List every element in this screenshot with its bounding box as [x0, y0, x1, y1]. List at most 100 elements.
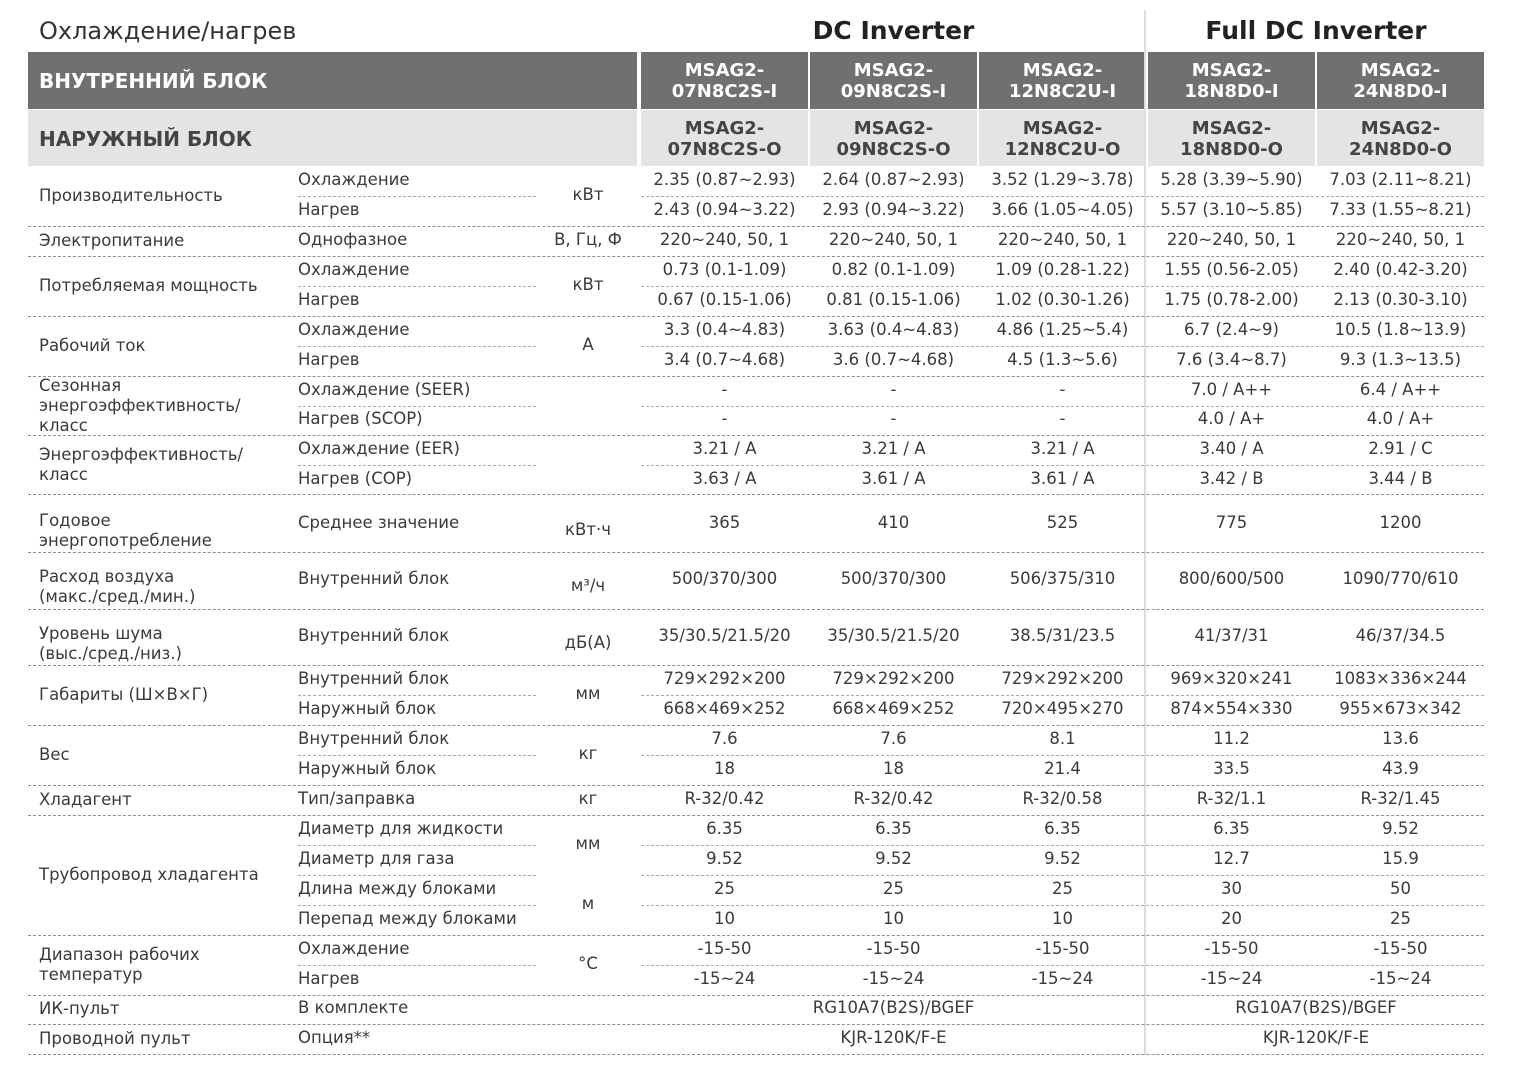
spec-value: 7.0 / A++ — [1190, 380, 1273, 399]
spec-value: R-32/1.45 — [1360, 789, 1441, 808]
row-separator — [641, 286, 1484, 287]
spec-value: 3.61 / A — [1030, 469, 1095, 488]
group-separator — [28, 435, 1484, 436]
spec-value: 30 — [1221, 879, 1242, 898]
spec-value: 3.6 (0.7~4.68) — [832, 350, 955, 369]
spec-value: 13.6 — [1382, 729, 1419, 748]
group-separator — [28, 725, 1484, 726]
spec-unit: кВт — [572, 185, 604, 204]
spec-value: 20 — [1221, 909, 1242, 928]
indoor-model-name: MSAG2- 07N8C2S-I — [671, 60, 778, 102]
spec-param: Нагрев — [298, 290, 360, 309]
spec-value: -15-50 — [866, 939, 921, 958]
spec-value: R-32/0.42 — [684, 789, 765, 808]
indoor-model-cell — [641, 52, 808, 109]
spec-value: 500/370/300 — [840, 569, 947, 588]
outdoor-model-cell — [979, 110, 1146, 166]
spec-param: Нагрев — [298, 200, 360, 219]
row-separator — [641, 965, 1484, 966]
spec-unit: м — [581, 894, 595, 913]
spec-value-span: KJR-120K/F-E — [840, 1028, 947, 1047]
spec-value: 2.64 (0.87~2.93) — [822, 170, 965, 189]
spec-value: 3.52 (1.29~3.78) — [991, 170, 1134, 189]
spec-value: 1.55 (0.56-2.05) — [1164, 260, 1299, 279]
spec-value: 3.21 / A — [692, 439, 757, 458]
row-separator — [641, 465, 1484, 466]
group-heading-full-dc-inverter: Full DC Inverter — [1205, 16, 1427, 45]
row-separator — [298, 875, 536, 876]
spec-value: - — [890, 380, 897, 399]
spec-value: 874×554×330 — [1170, 699, 1293, 718]
group-divider — [1144, 10, 1146, 1055]
spec-value: 7.6 (3.4~8.7) — [1176, 350, 1287, 369]
spec-value: 1.75 (0.78-2.00) — [1164, 290, 1299, 309]
spec-value: - — [721, 380, 728, 399]
spec-value: 33.5 — [1213, 759, 1250, 778]
spec-value: 21.4 — [1044, 759, 1081, 778]
spec-param: Диаметр для жидкости — [298, 819, 504, 838]
page-title: Охлаждение/нагрев — [39, 17, 297, 45]
spec-value: -15~24 — [693, 969, 756, 988]
spec-value: 10 — [883, 909, 904, 928]
outdoor-model-name: MSAG2- 24N8D0-O — [1349, 118, 1452, 160]
spec-unit: дБ(А) — [564, 632, 612, 652]
group-separator — [28, 995, 1484, 996]
spec-value: 1200 — [1379, 513, 1422, 532]
spec-group-label: Вес — [39, 745, 70, 764]
spec-param: Нагрев — [298, 969, 360, 988]
outdoor-unit-heading: НАРУЖНЫЙ БЛОК — [39, 127, 253, 151]
group-separator — [28, 316, 1484, 317]
spec-value: 4.0 / A+ — [1366, 409, 1435, 428]
spec-param: Внутренний блок — [298, 729, 450, 748]
spec-param: Наружный блок — [298, 699, 437, 718]
spec-value: 0.81 (0.15-1.06) — [826, 290, 961, 309]
spec-group-label: Производительность — [39, 186, 223, 205]
spec-group-label: ИК-пульт — [39, 999, 120, 1018]
spec-value: 4.5 (1.3~5.6) — [1007, 350, 1118, 369]
spec-value: 7.33 (1.55~8.21) — [1329, 200, 1472, 219]
row-separator — [298, 905, 536, 906]
group-separator — [28, 1054, 1484, 1055]
spec-value: 2.13 (0.30-3.10) — [1333, 290, 1468, 309]
spec-value: 9.3 (1.3~13.5) — [1339, 350, 1462, 369]
spec-value: R-32/0.58 — [1022, 789, 1103, 808]
indoor-model-name: MSAG2- 09N8C2S-I — [840, 60, 947, 102]
spec-value: -15~24 — [1031, 969, 1094, 988]
indoor-model-cell — [810, 52, 977, 109]
spec-value: 5.28 (3.39~5.90) — [1160, 170, 1303, 189]
row-separator — [641, 755, 1484, 756]
spec-value: 6.4 / A++ — [1359, 380, 1442, 399]
spec-value: 9.52 — [706, 849, 743, 868]
spec-value: 220~240, 50, 1 — [1335, 230, 1466, 249]
spec-unit: мм — [575, 684, 601, 703]
spec-value: 410 — [877, 513, 910, 532]
spec-value: 6.35 — [706, 819, 743, 838]
spec-value: R-32/0.42 — [853, 789, 934, 808]
outdoor-model-name: MSAG2- 12N8C2U-O — [1004, 118, 1121, 160]
spec-value: 0.73 (0.1-1.09) — [662, 260, 787, 279]
row-separator — [298, 286, 536, 287]
spec-value: 668×469×252 — [832, 699, 955, 718]
spec-value: 1.02 (0.30-1.26) — [995, 290, 1130, 309]
spec-value: 46/37/34.5 — [1355, 626, 1446, 645]
spec-group-label: Трубопровод хладагента — [39, 865, 259, 884]
spec-value: 6.35 — [1213, 819, 1250, 838]
spec-param: Охлаждение (EER) — [298, 439, 460, 458]
spec-value: 0.67 (0.15-1.06) — [657, 290, 792, 309]
row-separator — [641, 905, 1484, 906]
spec-value: 800/600/500 — [1178, 569, 1285, 588]
spec-value: 5.57 (3.10~5.85) — [1160, 200, 1303, 219]
spec-value: 3.4 (0.7~4.68) — [663, 350, 786, 369]
row-separator — [298, 465, 536, 466]
spec-param: Перепад между блоками — [298, 909, 517, 928]
spec-value: 25 — [1052, 879, 1073, 898]
spec-param: Длина между блоками — [298, 879, 497, 898]
spec-value-span: RG10A7(B2S)/BGEF — [812, 998, 975, 1017]
spec-param: В комплекте — [298, 998, 409, 1017]
spec-value: 10 — [714, 909, 735, 928]
spec-value: 43.9 — [1382, 759, 1419, 778]
spec-value: 3.21 / A — [861, 439, 926, 458]
spec-param: Внутренний блок — [298, 669, 450, 688]
spec-value: 969×320×241 — [1170, 669, 1293, 688]
